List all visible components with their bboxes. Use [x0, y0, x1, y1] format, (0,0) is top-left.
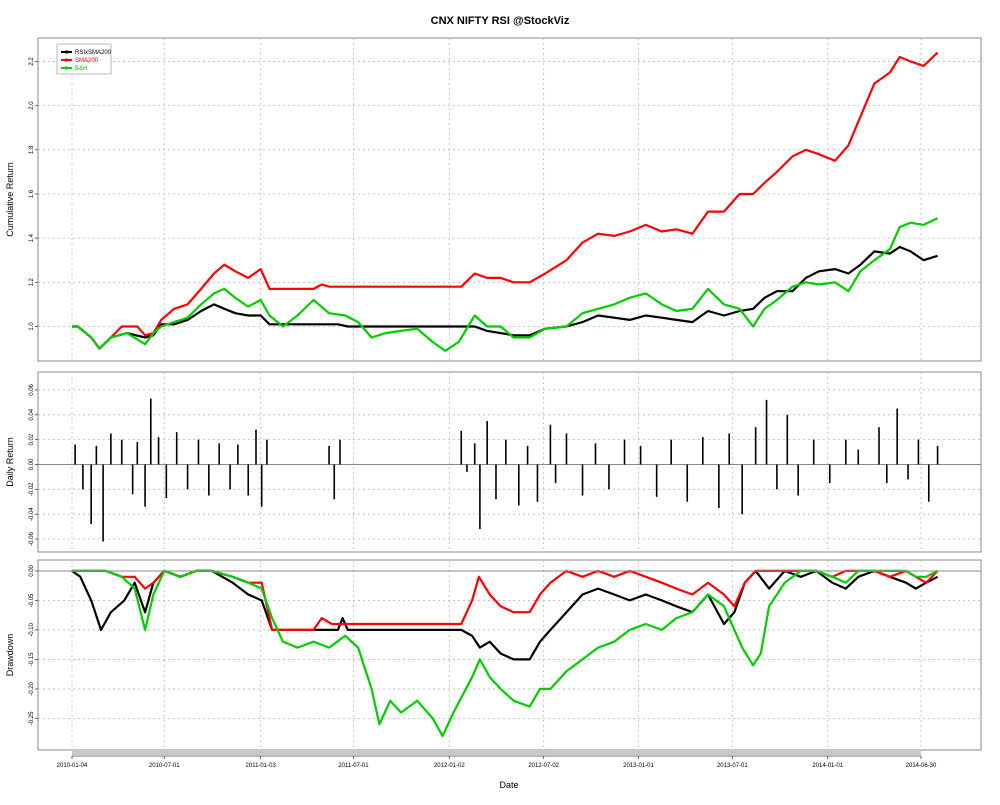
- y-tick-label: 2.0: [29, 101, 35, 110]
- y-tick-label: 0.06: [29, 383, 35, 395]
- panel-drawdown: -0.25 -0.20 -0.15 -0.10 -0.05 0.00 Drawdown: [5, 559, 982, 751]
- legend: RSIxSMA200 SMA200 B&H: [56, 43, 112, 75]
- y-axis-label-daily: Daily Return: [5, 437, 15, 487]
- x-tick-label: 2011-07-01: [338, 763, 369, 769]
- series-line-b-h: [72, 217, 939, 352]
- legend-label: SMA200: [75, 58, 99, 64]
- legend-marker: [64, 66, 69, 70]
- x-tick-label: 2012-07-02: [528, 763, 559, 769]
- panel-daily: -0.06 -0.04 -0.02 0.00 0.02 0.04 0.06 Daily Ret…: [5, 371, 982, 553]
- x-tick-label: 2010-01-04: [57, 763, 88, 769]
- legend-marker: [64, 58, 69, 62]
- series-line-b-h: [72, 569, 939, 738]
- y-axis-label-cumulative: Cumulative Return: [5, 162, 15, 237]
- legend-label: RSIxSMA200: [75, 50, 112, 56]
- y-tick-label: -0.15: [29, 652, 35, 666]
- y-tick-label: 0.02: [29, 433, 35, 445]
- y-tick-label: 0.04: [29, 408, 35, 420]
- x-tick-label: 2013-07-01: [717, 763, 748, 769]
- y-tick-label: 1.0: [29, 322, 35, 331]
- legend-marker: [64, 50, 69, 54]
- panels-layer: 1.0 1.2 1.4 1.6 1.8 2.0 2.2 Cumulative Return RS…: [5, 37, 982, 769]
- y-tick-label: 1.2: [29, 277, 35, 286]
- y-tick-label: 0.00: [29, 458, 35, 470]
- x-tick-label: 2014-01-01: [812, 763, 843, 769]
- y-tick-label: 1.6: [29, 189, 35, 198]
- y-tick-label: -0.06: [29, 532, 35, 546]
- y-tick-label: 0.00: [29, 564, 35, 576]
- x-tick-label: 2010-07-01: [149, 763, 180, 769]
- x-tick-label: 2011-01-03: [246, 763, 277, 769]
- y-tick-label: -0.05: [29, 593, 35, 607]
- y-axis-label-drawdown: Drawdown: [5, 634, 15, 677]
- panel-frame-drawdown: [37, 559, 982, 751]
- series-line-sma200: [72, 51, 939, 350]
- x-axis-range-bar: [72, 750, 921, 755]
- panel-frame-cumulative: [37, 37, 982, 362]
- y-tick-label: -0.25: [29, 711, 35, 725]
- series-line-rsixsma200: [71, 569, 939, 661]
- series-line-rsixsma200: [72, 245, 938, 350]
- x-tick-label: 2013-01-01: [623, 763, 654, 769]
- y-tick-label: -0.10: [29, 622, 35, 636]
- y-tick-label: 1.8: [29, 145, 35, 154]
- y-tick-label: 1.4: [29, 233, 35, 242]
- y-tick-label: -0.02: [29, 482, 35, 496]
- x-axis-label: Date: [499, 780, 518, 790]
- chart-title: CNX NIFTY RSI @StockViz: [431, 15, 570, 27]
- y-tick-label: 2.2: [29, 57, 35, 66]
- panel-frame-daily: [37, 371, 982, 553]
- panel-cumulative: 1.0 1.2 1.4 1.6 1.8 2.0 2.2 Cumulative Return RS…: [5, 37, 982, 362]
- y-tick-label: -0.04: [29, 507, 35, 521]
- x-tick-label: 2012-01-02: [434, 763, 465, 769]
- legend-label: B&H: [75, 66, 87, 72]
- y-tick-label: -0.20: [29, 681, 35, 695]
- x-tick-label: 2014-06-30: [906, 763, 937, 769]
